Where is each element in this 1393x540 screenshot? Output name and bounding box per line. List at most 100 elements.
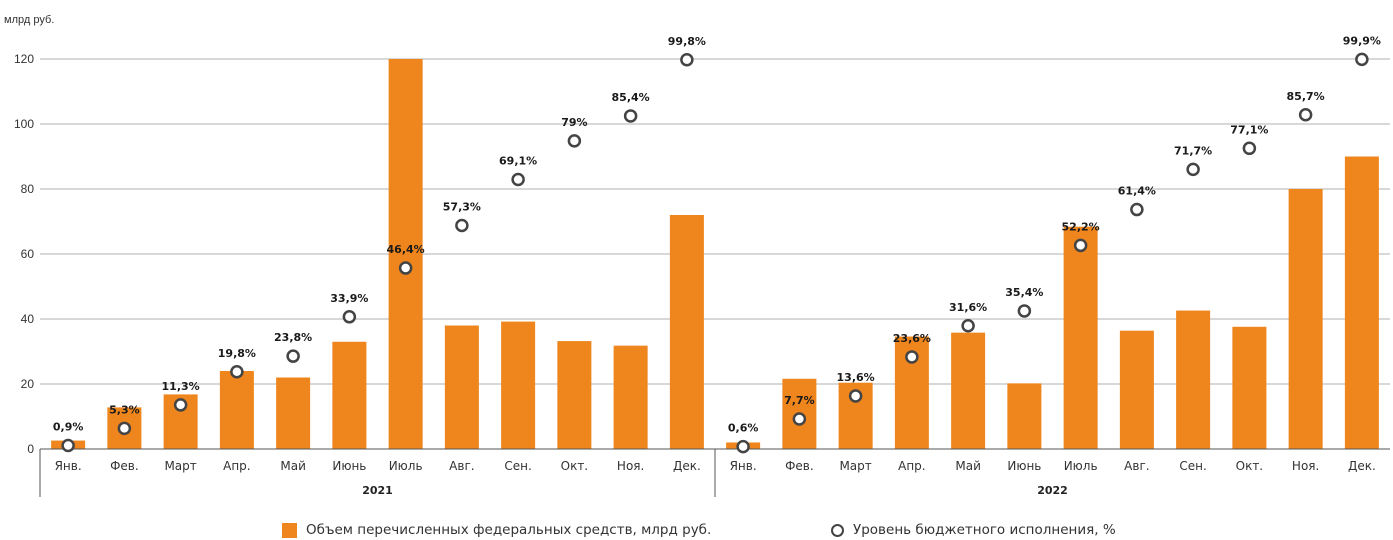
legend-bars-label: Объем перечисленных федеральных средств,… [306, 522, 712, 538]
bar [613, 345, 648, 449]
bar [1288, 189, 1323, 449]
x-category-label: Март [839, 459, 871, 473]
execution-marker [1073, 238, 1088, 253]
execution-marker [398, 261, 413, 275]
execution-marker [736, 439, 750, 454]
x-category-label: Апр. [223, 459, 251, 473]
execution-label: 35,4% [1005, 286, 1043, 299]
execution-label: 99,8% [668, 35, 706, 48]
execution-marker [1186, 162, 1200, 177]
bar [219, 371, 254, 449]
x-category-label: Сен. [1179, 459, 1206, 473]
execution-label: 33,9% [330, 292, 368, 305]
x-category-label: Июль [1064, 459, 1098, 473]
x-category-label: Фев. [110, 459, 139, 473]
execution-label: 71,7% [1174, 144, 1212, 157]
legend: Объем перечисленных федеральных средств,… [0, 522, 1393, 540]
x-group-label: 2021 [362, 484, 393, 497]
y-tick-label: 20 [21, 377, 35, 391]
bar [1007, 383, 1042, 449]
execution-label: 19,8% [218, 347, 256, 360]
legend-item-markers: Уровень бюджетного исполнения, % [831, 522, 1116, 538]
legend-bar-swatch [282, 522, 297, 538]
chart: млрд руб. 0 20 40 60 80 100 120 0,9% Янв. 5,3% Фев… [4, 14, 1390, 497]
execution-label: 5,3% [109, 403, 140, 416]
execution-marker [286, 349, 300, 363]
bar [1344, 156, 1379, 449]
bar [951, 332, 986, 449]
execution-marker [455, 218, 469, 233]
bar [444, 325, 479, 449]
execution-label: 85,7% [1287, 90, 1325, 103]
x-category-label: Янв. [730, 459, 757, 473]
execution-label: 77,1% [1230, 123, 1268, 136]
execution-marker [1298, 108, 1313, 122]
x-category-label: Дек. [673, 459, 701, 473]
bar [1232, 326, 1267, 449]
execution-marker [1355, 52, 1369, 67]
execution-label: 31,6% [949, 301, 987, 314]
execution-label: 52,2% [1062, 220, 1100, 233]
y-tick-label: 40 [21, 312, 35, 326]
execution-label: 23,6% [893, 332, 931, 345]
x-category-label: Ноя. [1292, 459, 1319, 473]
y-tick-label: 0 [27, 442, 34, 456]
bar [669, 215, 704, 449]
execution-label: 0,9% [53, 420, 84, 433]
x-category-label: Июнь [1007, 459, 1041, 473]
execution-label: 61,4% [1118, 185, 1156, 198]
x-category-label: Дек. [1348, 459, 1376, 473]
execution-marker [1017, 304, 1032, 318]
y-tick-label: 100 [14, 117, 34, 131]
execution-label: 7,7% [784, 394, 815, 407]
y-tick-label: 60 [21, 247, 35, 261]
x-category-label: Сен. [504, 459, 531, 473]
x-category-label: Май [280, 459, 306, 473]
execution-marker [905, 350, 919, 364]
execution-label: 13,6% [837, 371, 875, 384]
x-category-label: Май [955, 459, 981, 473]
execution-label: 69,1% [499, 155, 537, 168]
execution-label: 46,4% [387, 243, 425, 256]
execution-marker [680, 53, 694, 67]
y-unit-label: млрд руб. [4, 14, 54, 26]
execution-marker [61, 438, 75, 453]
execution-marker [848, 389, 863, 403]
execution-marker [1130, 202, 1144, 217]
x-category-label: Март [164, 459, 196, 473]
x-category-label: Окт. [561, 459, 589, 473]
x-category-label: Авг. [1124, 459, 1149, 473]
execution-marker [511, 172, 525, 187]
x-category-label: Окт. [1236, 459, 1264, 473]
execution-label: 0,6% [728, 422, 759, 435]
execution-marker [792, 412, 807, 426]
x-category-label: Июль [389, 459, 423, 473]
x-category-label: Апр. [898, 459, 926, 473]
bar [501, 321, 536, 449]
legend-item-bars: Объем перечисленных федеральных средств,… [282, 522, 711, 538]
execution-marker [342, 310, 357, 324]
execution-label: 11,3% [162, 380, 200, 393]
execution-label: 99,9% [1343, 34, 1381, 47]
legend-markers-label: Уровень бюджетного исполнения, % [853, 522, 1116, 538]
execution-marker [623, 109, 638, 123]
bar [1119, 330, 1154, 449]
execution-marker [1242, 141, 1257, 156]
x-category-label: Янв. [55, 459, 82, 473]
execution-marker [567, 134, 582, 148]
y-tick-label: 80 [21, 182, 35, 196]
bar [557, 341, 592, 449]
x-category-label: Авг. [449, 459, 474, 473]
execution-marker [961, 319, 975, 333]
execution-label: 79% [561, 116, 587, 129]
legend-marker-icon [831, 523, 844, 537]
execution-marker [230, 365, 244, 379]
y-tick-label: 120 [14, 52, 34, 66]
bar [1063, 226, 1098, 449]
x-category-label: Июнь [332, 459, 366, 473]
bar [1176, 310, 1211, 449]
bar [276, 377, 311, 449]
execution-marker [173, 398, 188, 412]
execution-label: 85,4% [612, 91, 650, 104]
x-category-label: Фев. [785, 459, 814, 473]
